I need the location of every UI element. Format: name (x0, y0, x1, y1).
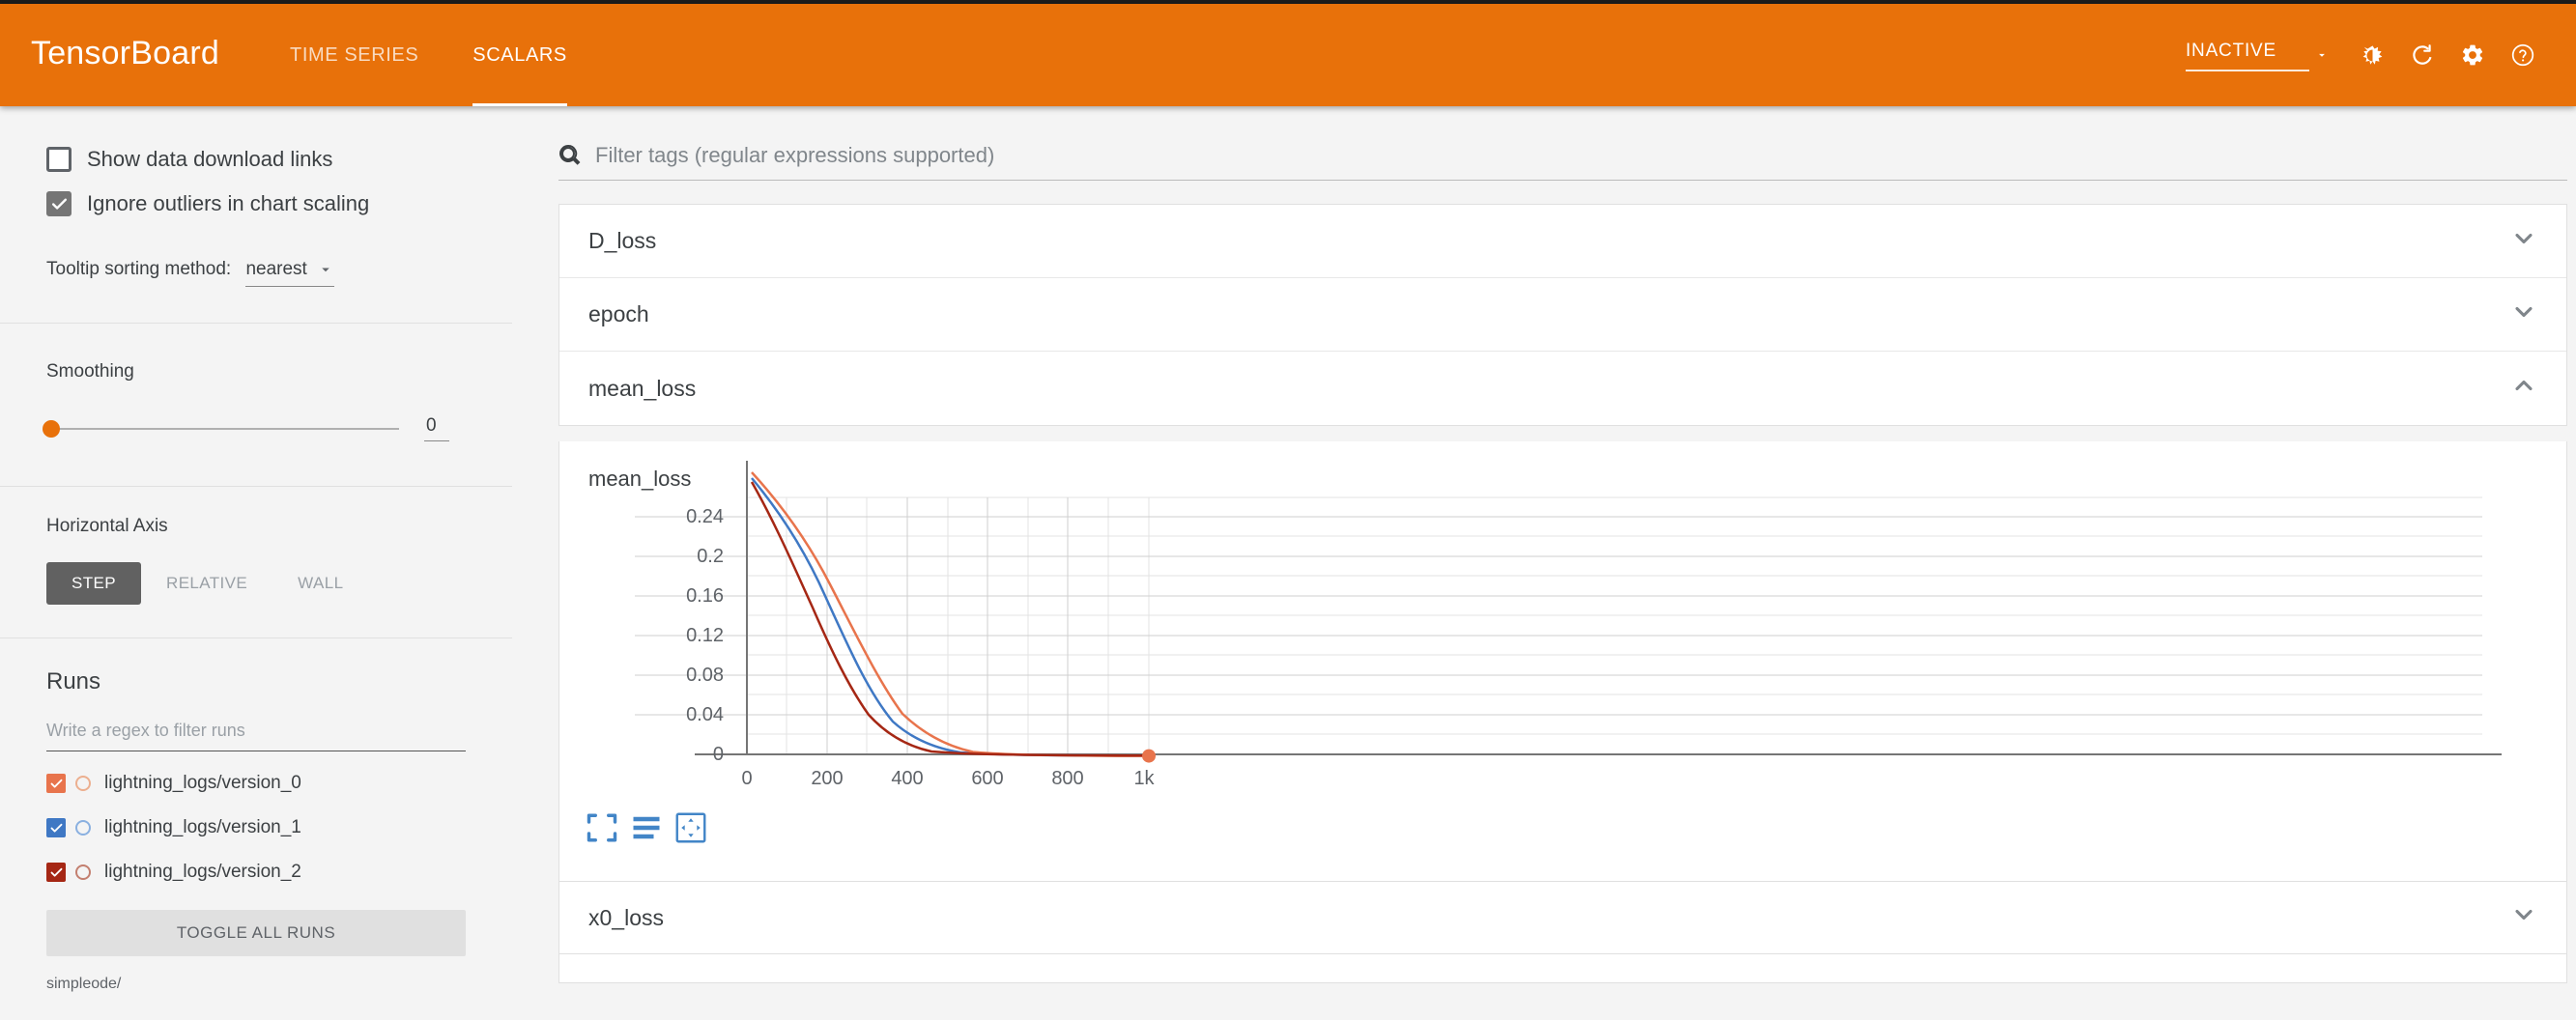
svg-text:400: 400 (891, 768, 923, 789)
svg-text:0.16: 0.16 (686, 585, 724, 607)
svg-text:1k: 1k (1133, 768, 1155, 789)
svg-text:0.04: 0.04 (686, 704, 724, 725)
svg-text:0.08: 0.08 (686, 665, 724, 686)
svg-text:0.12: 0.12 (686, 625, 724, 646)
svg-text:0: 0 (741, 768, 752, 789)
svg-text:200: 200 (811, 768, 843, 789)
svg-text:600: 600 (971, 768, 1003, 789)
svg-text:0: 0 (713, 744, 724, 765)
svg-text:800: 800 (1051, 768, 1083, 789)
svg-text:0.24: 0.24 (686, 506, 724, 527)
svg-text:0.2: 0.2 (697, 546, 724, 567)
